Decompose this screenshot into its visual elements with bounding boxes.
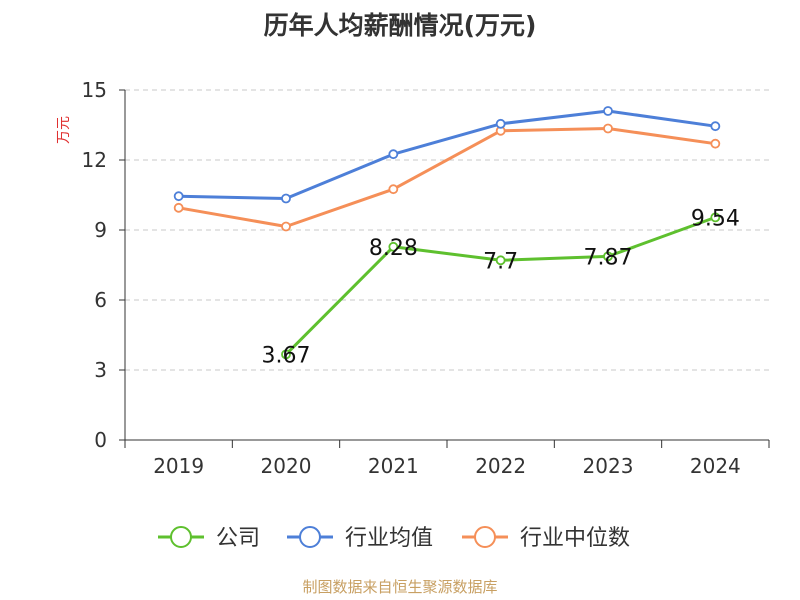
legend-label: 行业中位数 [520,526,630,551]
series-行业均值 [173,106,721,204]
grid-lines [125,89,769,371]
point-行业均值-2023 [603,106,613,116]
point-行业中位数-2024 [710,138,721,149]
source-footer: 制图数据来自恒生聚源数据库 [302,578,498,596]
y-tick-label-3: 3 [94,358,107,382]
x-tick-label-2022: 2022 [475,454,526,478]
point-行业均值-2020 [281,193,291,204]
legend-item-行业中位数: 行业中位数 [462,526,630,551]
y-tick-label-6: 6 [94,288,107,312]
series-line-行业中位数 [178,127,716,228]
point-行业均值-2021 [388,149,399,160]
legend-label: 公司 [216,526,260,551]
legend: 公司 行业均值 行业中位数 [158,526,630,551]
series-line-公司 [284,215,716,356]
point-行业均值-2024 [710,121,721,132]
point-行业均值-2022 [495,118,506,129]
point-公司-2022 [495,255,506,266]
point-行业中位数-2021 [388,184,399,195]
data-label-2020: 3.67 [262,343,311,368]
point-公司-2020 [281,349,291,360]
data-labels: 3.67 8.28 7.7 7.87 9.54 [262,206,740,368]
data-label-2021: 8.28 [369,236,418,261]
y-tick-label-0: 0 [94,428,107,452]
y-tick-label-12: 12 [82,148,107,172]
legend-swatch-marker [299,526,321,548]
x-tick-label-2021: 2021 [368,454,419,478]
legend-item-公司: 公司 [158,526,260,551]
x-tick-label-2019: 2019 [153,454,204,478]
y-tick-label-9: 9 [94,218,107,242]
series-line-行业均值 [178,109,716,200]
axes: 0 3 6 9 12 15 2019 2020 2021 2022 2023 2024 万元 [56,78,770,478]
y-tick-label-15: 15 [82,78,107,102]
x-tick-label-2023: 2023 [583,454,634,478]
point-行业中位数-2019 [173,202,184,213]
data-label-2022: 7.7 [483,249,518,274]
series-lines [173,106,721,360]
data-label-2024: 9.54 [691,206,740,231]
data-label-2023: 7.87 [584,245,633,270]
point-公司-2023 [603,251,613,262]
point-行业中位数-2023 [603,123,613,134]
legend-swatch-marker [170,526,192,548]
point-行业中位数-2020 [281,221,291,232]
chart-title: 历年人均薪酬情况(万元) [263,11,537,40]
point-行业均值-2019 [173,191,184,202]
point-公司-2024 [710,212,721,223]
legend-item-行业均值: 行业均值 [287,526,433,551]
y-axis-title: 万元 [56,116,72,144]
legend-label: 行业均值 [345,526,433,551]
legend-swatch-marker [474,526,496,548]
point-公司-2021 [388,241,399,252]
x-tick-label-2020: 2020 [261,454,312,478]
x-tick-label-2024: 2024 [690,454,741,478]
series-公司 [281,212,721,360]
